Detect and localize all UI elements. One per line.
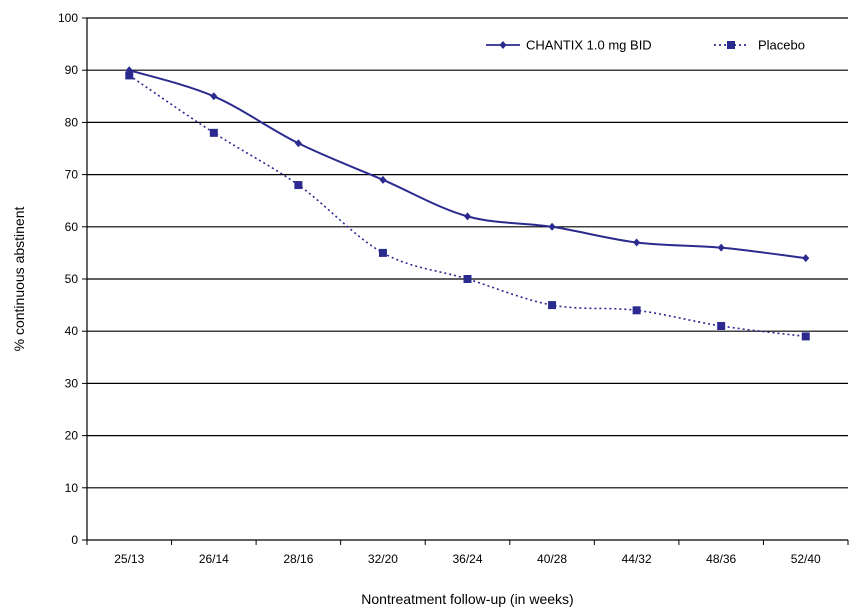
- series-1-point: [294, 139, 302, 148]
- y-tick-label: 80: [65, 115, 79, 129]
- series-2-point: [125, 71, 134, 80]
- series-2-point: [294, 181, 303, 190]
- x-tick-label: 52/40: [791, 552, 821, 566]
- y-tick-label: 70: [65, 168, 79, 182]
- legend-label-1: CHANTIX 1.0 mg BID: [526, 38, 652, 53]
- series-1-point: [548, 222, 556, 231]
- series-1-point: [379, 175, 387, 184]
- x-tick-label: 36/24: [452, 552, 482, 566]
- legend-label-2: Placebo: [758, 38, 805, 53]
- y-tick-label: 0: [71, 533, 78, 547]
- x-tick-labels: 25/13 26/14 28/16 32/20 36/24 40/28 44/32 48/36…: [114, 552, 821, 566]
- axes: [82, 17, 849, 545]
- x-tick-label: 28/16: [283, 552, 313, 566]
- series-lines: [125, 66, 810, 341]
- series-2-point: [801, 332, 810, 341]
- series-2-point: [717, 321, 726, 330]
- y-axis-title: % continuous abstinent: [11, 207, 27, 352]
- y-tick-label: 50: [65, 272, 79, 286]
- series-1-point: [210, 92, 218, 101]
- y-tick-label: 10: [65, 481, 79, 495]
- x-tick-label: 25/13: [114, 552, 144, 566]
- series-1-point: [464, 212, 471, 221]
- series-1-point: [633, 238, 641, 247]
- x-tick-label: 44/32: [622, 552, 652, 566]
- gridlines: [87, 17, 848, 489]
- x-axis-title: Nontreatment follow-up (in weeks): [361, 591, 573, 607]
- y-tick-label: 60: [65, 220, 79, 234]
- series-2-point: [378, 248, 387, 257]
- series-1-point: [717, 243, 725, 252]
- y-tick-label: 40: [65, 324, 79, 338]
- series-line-2: [128, 74, 806, 338]
- x-tick-label: 48/36: [706, 552, 736, 566]
- y-tick-label: 30: [65, 376, 79, 390]
- x-tick-label: 26/14: [199, 552, 229, 566]
- series-1-point: [802, 254, 810, 263]
- legend: CHANTIX 1.0 mg BID Placebo: [486, 38, 805, 53]
- legend-swatch-marker-1: [499, 41, 507, 49]
- y-tick-label: 90: [65, 63, 79, 77]
- legend-swatch-marker-2: [727, 41, 735, 49]
- series-line-1: [128, 69, 806, 260]
- x-tick-label: 40/28: [537, 552, 567, 566]
- x-tick-label: 32/20: [368, 552, 398, 566]
- series-2-point: [463, 275, 472, 283]
- series-2-point: [632, 306, 641, 315]
- y-tick-label: 100: [58, 11, 78, 25]
- y-tick-label: 20: [65, 429, 79, 443]
- series-2-point: [209, 128, 218, 137]
- y-tick-labels: 0 10 20 30 40 50 60 70 80 90 100: [58, 11, 78, 547]
- series-2-point: [548, 301, 557, 310]
